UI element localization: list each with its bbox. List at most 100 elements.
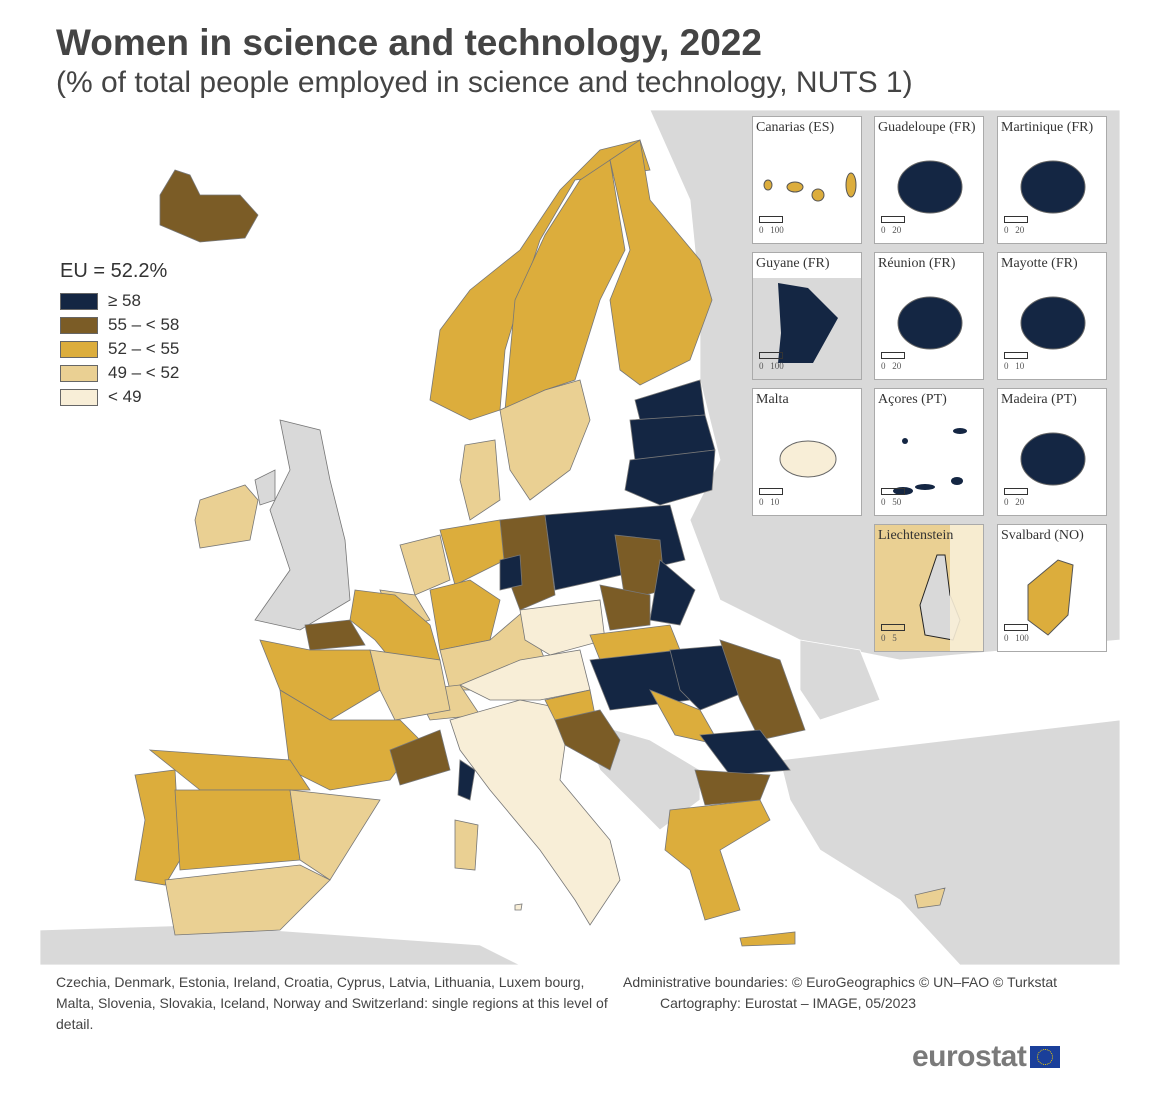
legend-swatch [60,292,98,310]
northern-ireland-region [254,469,276,506]
region-ireland [194,484,259,549]
region-crete [739,931,796,947]
region-normandie [304,619,366,651]
inset-label: Guyane (FR) [756,256,830,271]
scale-bar: 0 20 [1004,488,1028,507]
inset-shape [897,296,963,350]
inset-label: Canarias (ES) [756,120,835,135]
region-lithuania [624,449,716,506]
scale-min: 0 [1004,361,1009,371]
scale-min: 0 [881,633,886,643]
inset-label: Mayotte (FR) [1001,256,1078,271]
inset-map: Guyane (FR) 0 100 [752,252,862,380]
region-sweden-north [504,159,626,411]
inset-shape [1020,296,1086,350]
scale-bar: 0 20 [881,216,905,235]
scale-min: 0 [759,361,764,371]
scale-bar-icon [881,216,905,223]
scale-bar-icon [881,624,905,631]
map-subtitle: (% of total people employed in science a… [56,66,913,99]
scale-max: 10 [1015,361,1025,371]
inset-shape [779,440,837,478]
scale-max: 50 [892,497,902,507]
region-denmark [459,439,501,521]
region-sardegna [454,819,479,871]
credits-cartography: Cartography: Eurostat – IMAGE, 05/2023 [660,995,917,1011]
region-spain-centre [174,789,301,871]
legend-label: < 49 [108,387,142,406]
inset-shape [897,160,963,214]
region-germany-west [429,579,501,651]
legend-label: 52 – < 55 [108,339,180,358]
scale-min: 0 [881,225,886,235]
eurostat-logo: eurostat [912,1040,1061,1074]
russia-region [640,109,1121,661]
region-greece [664,799,771,921]
legend-item: 49 – < 52 [60,361,179,385]
scale-bar: 0 100 [1004,624,1029,643]
region-finland [609,139,713,386]
legend-item: 55 – < 58 [60,313,179,337]
scale-bar-icon [1004,488,1028,495]
scale-bar-icon [1004,352,1028,359]
region-bulgaria [699,729,791,776]
inset-shape [1020,160,1086,214]
inset-label: Réunion (FR) [878,256,956,271]
inset-map: Guadeloupe (FR) 0 20 [874,116,984,244]
scale-bar-icon [759,352,783,359]
legend-item: ≥ 58 [60,289,179,313]
inset-map: Madeira (PT) 0 20 [997,388,1107,516]
scale-bar: 0 20 [1004,216,1028,235]
north-africa-region [39,924,521,966]
inset-map: Liechtenstein 0 5 [874,524,984,652]
legend-swatch [60,316,98,334]
scale-bar-icon [881,488,905,495]
footnote: Czechia, Denmark, Estonia, Ireland, Croa… [56,974,608,1032]
region-provence [389,729,451,786]
scale-max: 20 [1015,225,1025,235]
legend-heading: EU = 52.2% [60,260,168,282]
inset-shape [893,428,967,495]
credits-boundaries: Administrative boundaries: © EuroGeograp… [623,974,1058,990]
scale-min: 0 [759,497,764,507]
scale-max: 20 [1015,497,1025,507]
legend-swatch [60,388,98,406]
scale-max: 10 [770,497,780,507]
united-kingdom-region [254,419,351,631]
scale-bar: 0 10 [759,488,783,507]
map-title: Women in science and technology, 2022 [56,22,762,63]
legend-item: < 49 [60,385,179,409]
legend-label: 55 – < 58 [108,315,180,334]
scale-min: 0 [1004,225,1009,235]
scale-min: 0 [759,225,764,235]
legend-label: ≥ 58 [108,291,141,310]
inset-label: Liechtenstein [878,528,954,543]
region-cyprus [914,887,946,909]
scale-max: 5 [892,633,897,643]
scale-max: 100 [770,225,784,235]
inset-map: Réunion (FR) 0 20 [874,252,984,380]
inset-map: Açores (PT) 0 50 [874,388,984,516]
region-czechia [519,599,606,656]
scale-max: 100 [770,361,784,371]
region-corse [457,759,476,801]
region-iceland [159,169,259,243]
inset-shape [1027,559,1074,636]
turkey-region [779,719,1121,966]
legend-item: 52 – < 55 [60,337,179,361]
region-berlin [499,554,523,591]
region-romania-east [719,639,806,741]
scale-max: 100 [1015,633,1029,643]
scale-bar: 0 20 [881,352,905,371]
scale-bar: 0 100 [759,216,784,235]
region-croatia [554,709,621,771]
scale-min: 0 [881,497,886,507]
region-poland-east [649,559,696,626]
inset-label: Guadeloupe (FR) [878,120,976,135]
inset-shape [1020,432,1086,486]
inset-map: Mayotte (FR) 0 10 [997,252,1107,380]
inset-label: Madeira (PT) [1001,392,1077,407]
legend-swatch [60,364,98,382]
scale-bar-icon [881,352,905,359]
